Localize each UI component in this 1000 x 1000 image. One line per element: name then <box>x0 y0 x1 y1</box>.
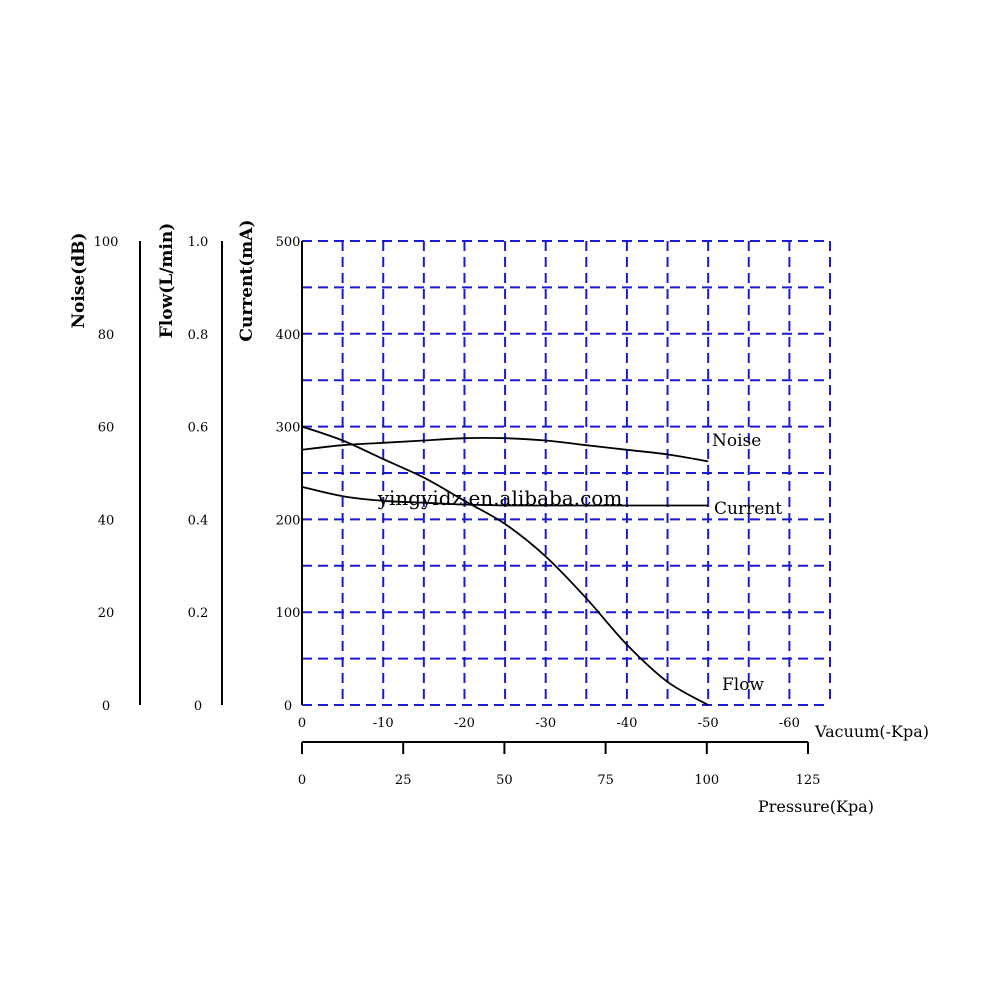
pressure-tick-label: 50 <box>496 773 513 788</box>
vacuum-tick-label: -20 <box>454 716 475 731</box>
current-axis-title: Current(mA) <box>237 219 257 341</box>
vacuum-tick-label: 0 <box>298 716 306 731</box>
noise-curve <box>301 437 709 463</box>
vacuum-axis-title: Vacuum(-Kpa) <box>814 722 929 741</box>
current-series-label: Current <box>714 499 782 519</box>
vacuum-tick-label: -10 <box>373 716 394 731</box>
current-tick-label: 100 <box>276 606 301 621</box>
flow-tick-label: 0.6 <box>188 421 209 436</box>
pressure-tick-label: 100 <box>694 773 719 788</box>
noise-tick-label: 40 <box>98 513 115 528</box>
current-tick-label: 300 <box>276 421 301 436</box>
labels: 0 20 40 60 80 100 Noise(dB) 0 0.2 0.4 0.6 0.8 1.0 Flo… <box>69 219 929 816</box>
watermark: yingyidz.en.alibaba.com <box>377 486 623 510</box>
grid <box>301 240 831 706</box>
current-tick-label: 200 <box>276 513 301 528</box>
current-tick-label: 500 <box>276 235 301 250</box>
vacuum-tick-label: -60 <box>779 716 800 731</box>
noise-tick-label: 20 <box>98 606 115 621</box>
flow-tick-label: 1.0 <box>188 235 209 250</box>
flow-axis-title: Flow(L/min) <box>157 223 177 339</box>
current-tick-label: 0 <box>284 699 292 714</box>
vacuum-tick-label: -50 <box>698 716 719 731</box>
noise-tick-label: 100 <box>94 235 119 250</box>
pressure-axis-title: Pressure(Kpa) <box>758 797 874 816</box>
vacuum-tick-label: -40 <box>616 716 637 731</box>
axes <box>139 241 809 754</box>
flow-series-label: Flow <box>722 675 764 695</box>
curves <box>301 425 709 706</box>
flow-tick-label: 0 <box>194 699 202 714</box>
flow-tick-label: 0.8 <box>188 328 209 343</box>
vacuum-tick-label: -30 <box>535 716 556 731</box>
noise-axis-title: Noise(dB) <box>69 232 89 328</box>
flow-tick-label: 0.4 <box>188 513 209 528</box>
flow-tick-label: 0.2 <box>188 606 209 621</box>
noise-series-label: Noise <box>712 431 761 451</box>
current-curve <box>301 486 709 507</box>
pressure-tick-label: 25 <box>395 773 412 788</box>
flow-curve <box>301 425 709 706</box>
pressure-tick-label: 125 <box>796 773 821 788</box>
pressure-tick-label: 75 <box>597 773 614 788</box>
noise-tick-label: 0 <box>102 699 110 714</box>
pressure-tick-label: 0 <box>298 773 306 788</box>
current-tick-label: 400 <box>276 328 301 343</box>
noise-tick-label: 60 <box>98 421 115 436</box>
noise-tick-label: 80 <box>98 328 115 343</box>
